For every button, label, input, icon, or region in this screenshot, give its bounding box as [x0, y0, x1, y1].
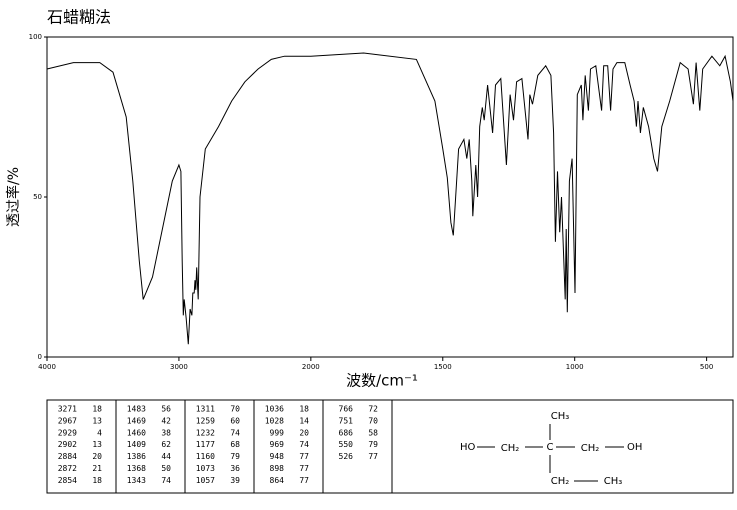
table-frame — [46, 399, 734, 494]
structure-label: CH₂ — [551, 476, 570, 487]
peak-wavenumber: 3271 — [58, 405, 77, 414]
peak-wavenumber: 2884 — [58, 452, 77, 461]
peak-wavenumber: 751 — [339, 416, 354, 425]
x-tick-label: 4000 — [38, 363, 56, 371]
structure-label: CH₃ — [604, 476, 623, 487]
x-tick-label: 500 — [700, 363, 713, 371]
structure-label: CH₂ — [581, 443, 600, 454]
peak-transmittance: 39 — [230, 476, 240, 485]
peak-transmittance: 13 — [92, 416, 102, 425]
peak-transmittance: 62 — [161, 440, 171, 449]
peak-wavenumber: 2872 — [58, 464, 77, 473]
structure-label: CH₃ — [551, 411, 570, 422]
peak-wavenumber: 2902 — [58, 440, 77, 449]
peak-transmittance: 50 — [161, 464, 171, 473]
peak-transmittance: 72 — [368, 405, 378, 414]
peak-wavenumber: 1368 — [127, 464, 146, 473]
peak-transmittance: 20 — [299, 428, 309, 437]
y-tick-label: 50 — [33, 193, 42, 201]
peak-wavenumber: 2929 — [58, 428, 77, 437]
y-tick-label: 0 — [38, 353, 42, 361]
peak-transmittance: 77 — [299, 476, 309, 485]
peak-wavenumber: 550 — [339, 440, 354, 449]
peak-wavenumber: 1311 — [196, 405, 215, 414]
peak-wavenumber: 898 — [270, 464, 285, 473]
peak-wavenumber: 1073 — [196, 464, 215, 473]
peak-wavenumber: 1160 — [196, 452, 215, 461]
peak-transmittance: 60 — [230, 416, 240, 425]
x-tick-label: 1000 — [566, 363, 584, 371]
peak-wavenumber: 1409 — [127, 440, 146, 449]
peak-wavenumber: 2854 — [58, 476, 77, 485]
peak-transmittance: 38 — [161, 428, 171, 437]
peak-wavenumber: 1386 — [127, 452, 146, 461]
peak-transmittance: 13 — [92, 440, 102, 449]
y-tick-label: 100 — [29, 33, 42, 41]
peak-wavenumber: 1028 — [265, 416, 284, 425]
peak-transmittance: 77 — [368, 452, 378, 461]
peak-wavenumber: 1343 — [127, 476, 146, 485]
peak-wavenumber: 1259 — [196, 416, 215, 425]
peak-wavenumber: 864 — [270, 476, 285, 485]
peak-wavenumber: 526 — [339, 452, 354, 461]
peak-wavenumber: 1460 — [127, 428, 146, 437]
peak-transmittance: 74 — [230, 428, 240, 437]
peak-transmittance: 14 — [299, 416, 309, 425]
peak-transmittance: 58 — [368, 428, 378, 437]
peak-transmittance: 18 — [92, 405, 102, 414]
peak-wavenumber: 999 — [270, 428, 285, 437]
structure-label: OH — [627, 442, 642, 453]
peak-wavenumber: 1177 — [196, 440, 215, 449]
x-tick-label: 1500 — [434, 363, 452, 371]
peak-wavenumber: 2967 — [58, 416, 77, 425]
peak-wavenumber: 1057 — [196, 476, 215, 485]
peak-transmittance: 36 — [230, 464, 240, 473]
peak-wavenumber: 1036 — [265, 405, 284, 414]
peak-transmittance: 77 — [299, 452, 309, 461]
peak-transmittance: 79 — [368, 440, 378, 449]
peak-transmittance: 18 — [299, 405, 309, 414]
table-dividers — [115, 400, 393, 493]
peak-wavenumber: 1232 — [196, 428, 215, 437]
structure-label: HO — [460, 442, 476, 453]
peak-wavenumber: 969 — [270, 440, 285, 449]
structure-label: C — [547, 442, 554, 453]
peak-transmittance: 18 — [92, 476, 102, 485]
peak-transmittance: 20 — [92, 452, 102, 461]
peak-transmittance: 74 — [299, 440, 309, 449]
y-axis-label: 透过率/% — [5, 167, 22, 227]
peak-transmittance: 56 — [161, 405, 171, 414]
peak-wavenumber: 766 — [339, 405, 354, 414]
x-tick-label: 2000 — [302, 363, 320, 371]
spectrum-line — [46, 52, 734, 345]
peak-wavenumber: 948 — [270, 452, 285, 461]
peak-transmittance: 77 — [299, 464, 309, 473]
bonds — [477, 424, 624, 482]
peak-transmittance: 21 — [92, 464, 102, 473]
peak-wavenumber: 1469 — [127, 416, 146, 425]
peak-wavenumber: 1483 — [127, 405, 146, 414]
x-axis-label: 波数/cm⁻¹ — [346, 372, 418, 390]
peak-transmittance: 42 — [161, 416, 171, 425]
peak-transmittance: 70 — [230, 405, 240, 414]
peak-transmittance: 4 — [97, 428, 102, 437]
peak-wavenumber: 686 — [339, 428, 354, 437]
peak-transmittance: 44 — [161, 452, 171, 461]
peak-transmittance: 79 — [230, 452, 240, 461]
peak-transmittance: 70 — [368, 416, 378, 425]
peak-transmittance: 74 — [161, 476, 171, 485]
x-tick-label: 3000 — [170, 363, 188, 371]
structure-label: CH₂ — [501, 443, 520, 454]
peak-transmittance: 68 — [230, 440, 240, 449]
chart-title: 石蜡糊法 — [47, 8, 111, 27]
